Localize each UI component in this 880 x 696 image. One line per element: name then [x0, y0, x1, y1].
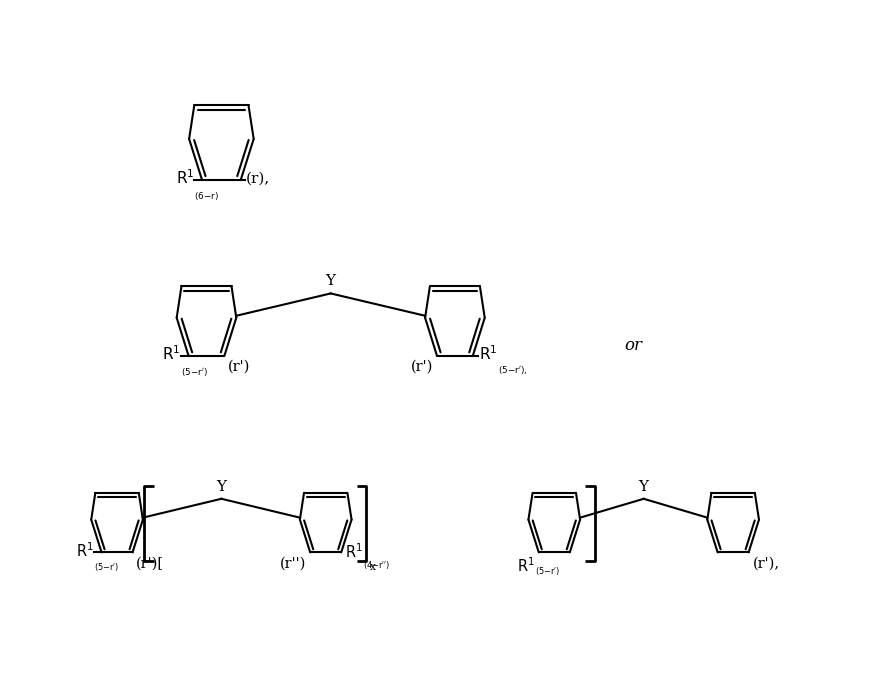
Text: (r'): (r')	[411, 360, 433, 374]
Text: (r),: (r),	[246, 172, 270, 186]
Text: $\mathrm{_{(5\mathsf{-}r')}}$: $\mathrm{_{(5\mathsf{-}r')}}$	[180, 366, 208, 379]
Text: Y: Y	[216, 480, 226, 494]
Text: $\mathrm{R^1}$: $\mathrm{R^1}$	[517, 556, 535, 575]
Text: (r''): (r'')	[280, 556, 306, 570]
Text: or: or	[624, 337, 642, 354]
Text: $\mathrm{R^1}$: $\mathrm{R^1}$	[345, 542, 363, 561]
Text: (r'),: (r'),	[752, 556, 780, 570]
Text: $\mathrm{R^1}$: $\mathrm{R^1}$	[479, 345, 497, 363]
Text: $\mathregular{_x}$: $\mathregular{_x}$	[370, 560, 378, 574]
Text: $\mathrm{R^1}$: $\mathrm{R^1}$	[76, 541, 93, 560]
Text: $\mathrm{_{(5\mathsf{-}r')}}$: $\mathrm{_{(5\mathsf{-}r')}}$	[535, 565, 560, 578]
Text: $\mathrm{R^1}$: $\mathrm{R^1}$	[162, 345, 180, 363]
Text: $\mathrm{_{(6\mathsf{-}r)}}$: $\mathrm{_{(6\mathsf{-}r)}}$	[194, 190, 219, 203]
Text: $\mathrm{_{(4\mathsf{-}r'')}}$: $\mathrm{_{(4\mathsf{-}r'')}}$	[363, 560, 390, 572]
Text: (r'): (r')	[228, 360, 251, 374]
Text: $\mathrm{R^1}$: $\mathrm{R^1}$	[176, 168, 194, 187]
Text: (r')[: (r')[	[136, 556, 164, 570]
Text: Y: Y	[326, 274, 335, 288]
Text: $\mathrm{_{(5\mathsf{-}r'),}}$: $\mathrm{_{(5\mathsf{-}r'),}}$	[497, 364, 527, 377]
Text: Y: Y	[639, 480, 649, 494]
Text: $\mathrm{_{(5\mathsf{-}r')}}$: $\mathrm{_{(5\mathsf{-}r')}}$	[93, 561, 119, 574]
